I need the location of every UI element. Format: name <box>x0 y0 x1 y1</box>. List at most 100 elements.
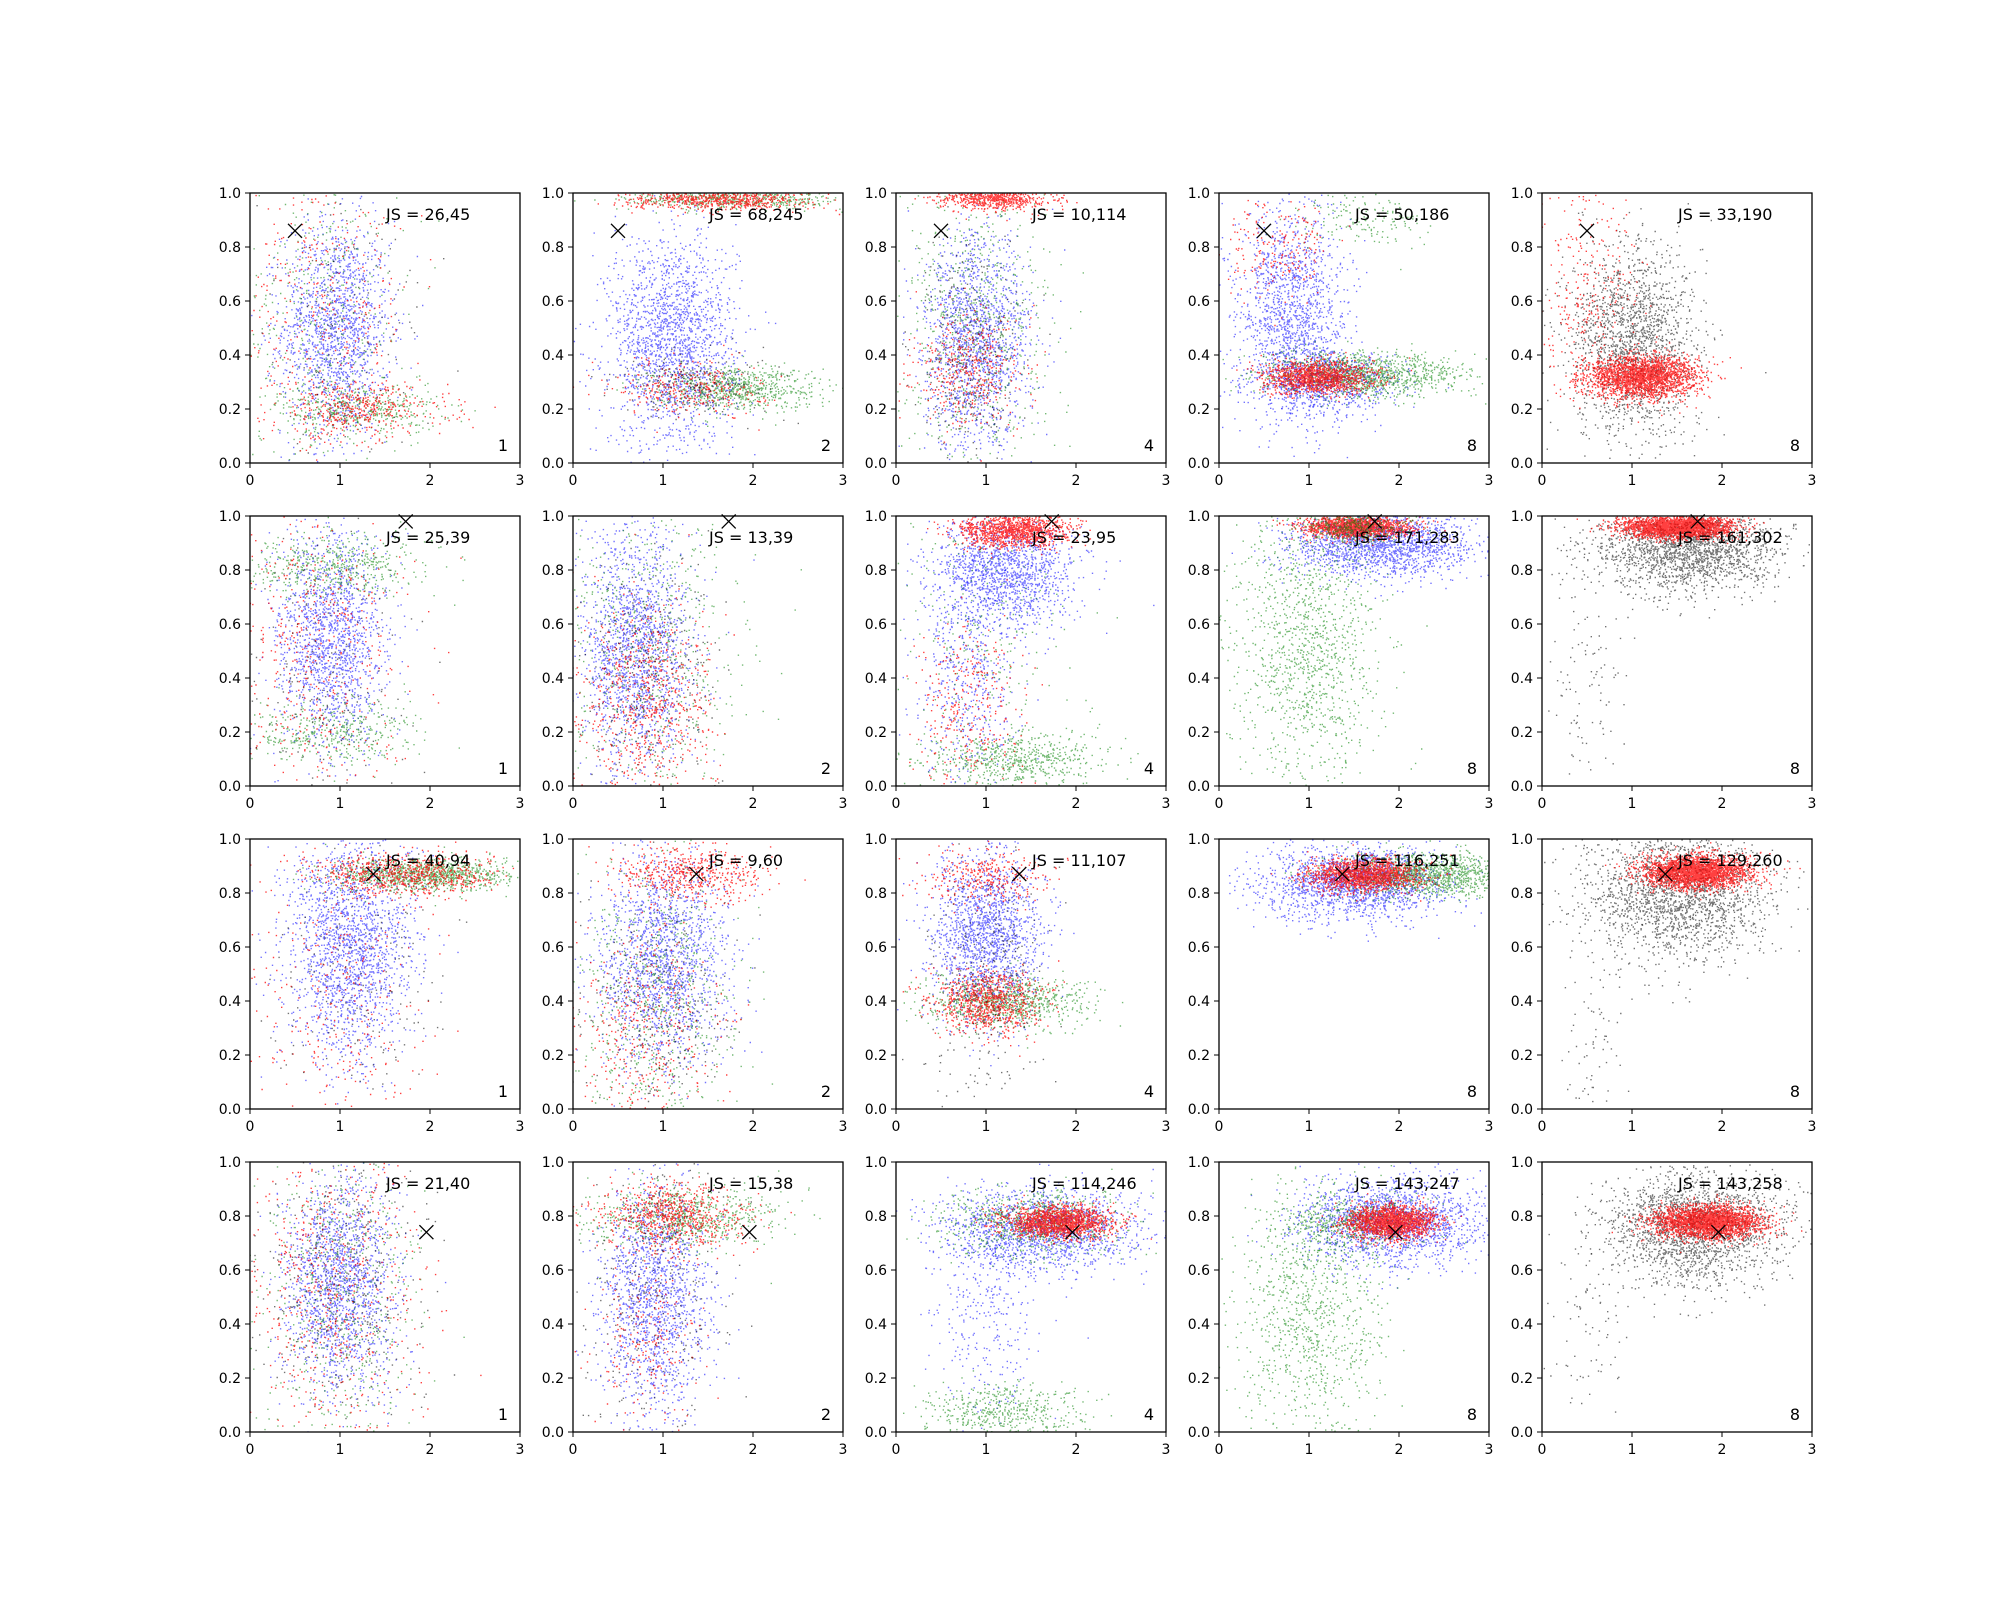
x-marker <box>611 224 625 238</box>
x-tick-label: 3 <box>1485 1119 1494 1135</box>
y-tick-label: 0.8 <box>219 886 241 902</box>
y-tick-label: 0.2 <box>865 402 887 418</box>
x-tick-label: 2 <box>1718 473 1727 489</box>
panel-r4-c2: 0 1 2 30.00.20.40.60.81.0JS = 15,382 <box>511 1155 847 1458</box>
y-tick-label: 1.0 <box>1188 832 1210 848</box>
x-tick-label: 3 <box>1808 473 1817 489</box>
js-score-label: JS = 116,251 <box>1354 851 1460 870</box>
x-tick-label: 3 <box>516 796 525 812</box>
x-tick-label: 2 <box>426 1119 435 1135</box>
x-tick-label: 2 <box>749 1442 758 1458</box>
y-tick-label: 0.8 <box>1511 563 1533 579</box>
js-score-label: JS = 26,45 <box>385 205 470 224</box>
x-tick-label: 3 <box>516 1442 525 1458</box>
x-tick-label: 0 <box>1215 1119 1224 1135</box>
y-tick-label: 0.4 <box>1188 671 1210 687</box>
x-tick-label: 3 <box>516 1119 525 1135</box>
x-tick-label: 1 <box>336 1442 345 1458</box>
y-tick-label: 0.4 <box>1511 348 1533 364</box>
y-tick-label: 0.2 <box>1188 1371 1210 1387</box>
y-tick-label: 0.6 <box>865 617 887 633</box>
x-marker <box>1580 224 1594 238</box>
js-score-label: JS = 68,245 <box>708 205 803 224</box>
x-tick-label: 2 <box>426 1442 435 1458</box>
y-tick-label: 0.0 <box>865 1102 887 1118</box>
x-tick-label: 1 <box>982 1119 991 1135</box>
scatter-points <box>558 193 908 463</box>
scatter-series-red-3 <box>214 371 523 444</box>
x-tick-label: 1 <box>1628 796 1637 812</box>
x-tick-label: 3 <box>839 796 848 812</box>
scatter-points <box>1539 1164 1846 1413</box>
x-tick-label: 0 <box>246 473 255 489</box>
y-tick-label: 0.0 <box>1188 1102 1210 1118</box>
scatter-points <box>1529 839 1828 1102</box>
x-tick-label: 3 <box>839 1442 848 1458</box>
scatter-points <box>1507 195 1767 459</box>
js-score-label: JS = 143,258 <box>1677 1174 1783 1193</box>
y-tick-label: 0.4 <box>219 671 241 687</box>
x-tick-label: 3 <box>1162 1442 1171 1458</box>
scatter-series-green-2 <box>166 683 460 782</box>
corner-label: 4 <box>1144 1405 1154 1424</box>
x-tick-label: 1 <box>659 473 668 489</box>
scatter-series-blue-0 <box>531 516 755 787</box>
y-tick-label: 0.8 <box>865 886 887 902</box>
x-tick-label: 3 <box>1808 796 1817 812</box>
panel-r2-c1: 0 1 2 30.00.20.40.60.81.0JS = 25,391 <box>136 509 524 812</box>
y-tick-label: 0.4 <box>865 1317 887 1333</box>
js-score-label: JS = 23,95 <box>1031 528 1116 547</box>
y-tick-label: 0.2 <box>542 402 564 418</box>
y-tick-label: 0.6 <box>219 294 241 310</box>
y-tick-label: 1.0 <box>865 832 887 848</box>
x-tick-label: 1 <box>1305 473 1314 489</box>
corner-label: 4 <box>1144 1082 1154 1101</box>
scatter-points <box>511 1163 821 1433</box>
corner-label: 8 <box>1467 759 1477 778</box>
scatter-points <box>136 516 465 787</box>
y-tick-label: 0.4 <box>1188 994 1210 1010</box>
y-tick-label: 0.8 <box>865 1209 887 1225</box>
y-tick-label: 0.0 <box>865 1425 887 1441</box>
js-score-label: JS = 161,302 <box>1677 528 1783 547</box>
js-score-label: JS = 21,40 <box>385 1174 470 1193</box>
x-marker <box>742 1225 756 1239</box>
y-tick-label: 0.4 <box>1511 994 1533 1010</box>
y-tick-label: 1.0 <box>865 1155 887 1171</box>
y-tick-label: 1.0 <box>542 832 564 848</box>
x-tick-label: 0 <box>246 1442 255 1458</box>
y-tick-label: 0.4 <box>1511 1317 1533 1333</box>
axes-frame <box>1542 193 1812 463</box>
x-tick-label: 0 <box>1215 796 1224 812</box>
y-tick-label: 0.8 <box>542 1209 564 1225</box>
y-tick-label: 0.0 <box>1511 1425 1533 1441</box>
js-score-label: JS = 25,39 <box>385 528 470 547</box>
x-tick-label: 0 <box>1538 473 1547 489</box>
x-tick-label: 0 <box>892 1442 901 1458</box>
scatter-points <box>503 516 802 787</box>
y-tick-label: 1.0 <box>1188 186 1210 202</box>
scatter-series-green-1 <box>237 370 476 446</box>
y-tick-label: 0.6 <box>1188 294 1210 310</box>
y-tick-label: 0.8 <box>542 886 564 902</box>
x-tick-label: 0 <box>892 1119 901 1135</box>
x-tick-label: 2 <box>1072 796 1081 812</box>
corner-label: 1 <box>498 436 508 455</box>
y-tick-label: 0.6 <box>865 1263 887 1279</box>
scatter-series-green-2 <box>859 719 1138 787</box>
scatter-series-black-0 <box>1535 203 1766 459</box>
y-tick-label: 0.0 <box>219 1425 241 1441</box>
scatter-series-blue-0 <box>214 1162 447 1432</box>
scatter-series-green-1 <box>532 840 773 1111</box>
y-tick-label: 0.4 <box>542 1317 564 1333</box>
corner-label: 8 <box>1467 436 1477 455</box>
x-tick-label: 1 <box>659 1442 668 1458</box>
scatter-series-black-4 <box>553 1163 752 1433</box>
y-tick-label: 0.4 <box>542 671 564 687</box>
x-tick-label: 3 <box>839 473 848 489</box>
